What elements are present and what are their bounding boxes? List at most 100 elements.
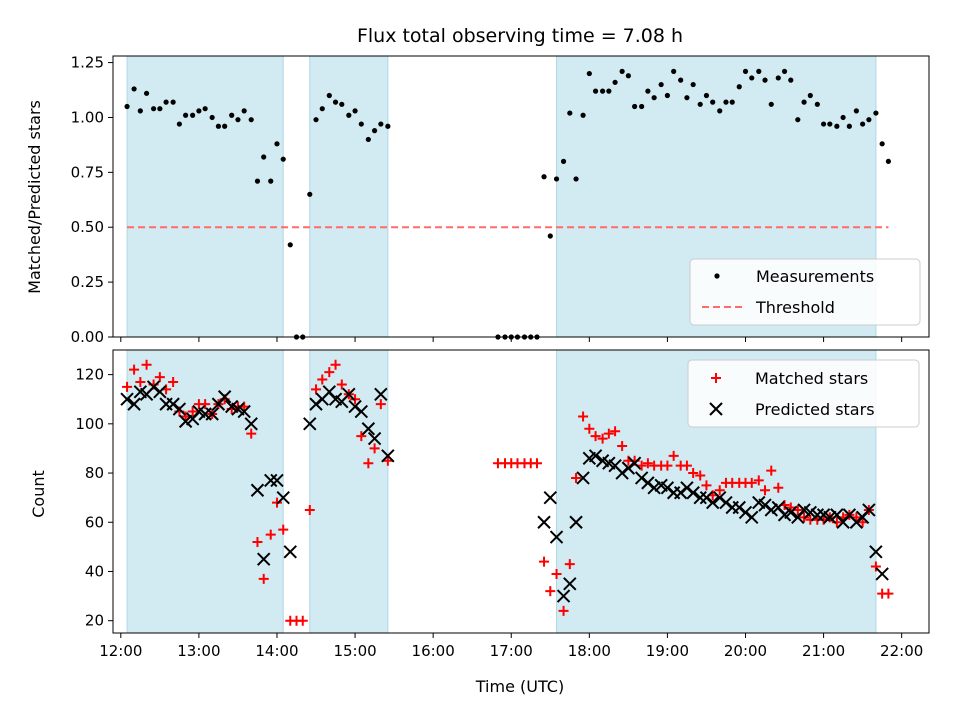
top-y-axis-label: Matched/Predicted stars [25, 100, 44, 294]
measurement-point [885, 158, 891, 164]
top-y-tick-label: 0.00 [71, 328, 104, 346]
matched-stars-point [701, 480, 712, 491]
measurement-point [723, 99, 729, 105]
top-y-tick-label: 1.00 [71, 108, 104, 126]
measurement-point [781, 68, 788, 74]
matched-stars-point [714, 485, 725, 496]
legend-predicted-label: Predicted stars [755, 400, 875, 419]
predicted-stars-point [264, 473, 278, 488]
top-y-tick-label: 1.25 [71, 54, 104, 72]
matched-stars-point [688, 468, 699, 479]
measurement-point [690, 81, 696, 88]
predicted-stars-point [875, 567, 889, 581]
x-tick-label: 22:00 [880, 642, 923, 660]
matched-stars-point [558, 605, 569, 616]
matched-stars-point [129, 364, 140, 375]
measurement-point [873, 110, 879, 116]
measurement-point [547, 233, 553, 239]
measurement-point [124, 103, 130, 110]
measurement-point [762, 77, 768, 83]
measurement-point [235, 117, 241, 123]
measurement-point [645, 88, 651, 94]
matched-stars-point [695, 470, 706, 481]
measurement-point [573, 176, 579, 182]
matched-stars-point [154, 372, 165, 383]
predicted-stars-point [244, 417, 258, 431]
matched-stars-point [766, 465, 777, 476]
x-tick-label: 18:00 [568, 642, 611, 660]
predicted-stars-point [764, 503, 778, 517]
top-y-tick-label: 0.50 [71, 218, 104, 236]
bottom-y-tick-label: 60 [85, 513, 104, 531]
bottom-y-tick-label: 20 [85, 612, 104, 630]
top-shaded-interval [126, 55, 284, 338]
measurement-point [866, 117, 872, 123]
measurement-point [209, 114, 215, 121]
matched-stars-point [642, 458, 653, 469]
legend-measurements-marker [714, 273, 720, 279]
measurement-point [261, 154, 267, 160]
bottom-y-axis-label: Count [29, 470, 48, 518]
matched-stars-point [200, 399, 211, 410]
measurement-point [814, 101, 820, 107]
top-y-tick-label: 0.25 [71, 273, 104, 291]
measurement-point [697, 101, 703, 107]
top-legend-box [689, 258, 921, 326]
measurement-point [280, 156, 286, 162]
measurement-point [600, 88, 606, 94]
measurement-point [131, 86, 137, 92]
measurement-point [807, 92, 813, 99]
measurement-point [339, 101, 345, 107]
matched-stars-point [883, 588, 894, 599]
matched-stars-point [363, 458, 374, 469]
predicted-stars-point [283, 545, 297, 559]
measurement-point [183, 112, 189, 118]
x-tick-label: 13:00 [177, 642, 220, 660]
matched-stars-point [681, 460, 692, 471]
measurement-point [860, 121, 866, 127]
measurement-point [729, 99, 735, 105]
x-tick-label: 14:00 [255, 642, 298, 660]
predicted-stars-point [237, 404, 251, 419]
predicted-stars-point [810, 508, 825, 522]
matched-stars-point [610, 426, 621, 437]
predicted-stars-point [869, 545, 883, 559]
matched-stars-point [317, 374, 328, 385]
matched-stars-point [369, 443, 380, 454]
predicted-stars-point [686, 486, 700, 500]
measurement-point [853, 108, 859, 114]
measurement-point [326, 92, 332, 99]
legend-measurements-label: Measurements [756, 267, 874, 286]
measurement-point [307, 191, 313, 197]
top-y-tick-label: 0.75 [71, 163, 104, 181]
top-legend: Measurements Threshold [689, 258, 921, 326]
predicted-stars-point [588, 449, 603, 463]
predicted-stars-point [862, 503, 876, 517]
measurement-point [254, 178, 261, 184]
matched-stars-point [551, 568, 562, 579]
matched-stars-point [760, 485, 771, 496]
predicted-stars-point [823, 510, 837, 525]
bottom-y-tick-label: 80 [85, 464, 104, 482]
predicted-stars-point [354, 404, 369, 419]
matched-stars-point [773, 482, 784, 493]
legend-threshold-label: Threshold [755, 298, 835, 317]
measurement-point [717, 108, 723, 114]
predicted-stars-point [803, 505, 818, 520]
measurement-point [820, 121, 827, 127]
measurement-point [592, 88, 599, 94]
predicted-stars-point [342, 387, 356, 402]
measurement-point [352, 108, 358, 114]
predicted-stars-point [627, 456, 642, 470]
matched-stars-point [304, 504, 315, 515]
predicted-stars-point [127, 397, 141, 411]
measurement-point [215, 123, 222, 129]
matched-stars-point [324, 367, 335, 378]
matched-stars-point [590, 431, 601, 442]
matched-stars-point [356, 431, 367, 442]
matched-stars-point [571, 472, 582, 483]
measurement-point [176, 121, 182, 127]
measurement-point [157, 106, 163, 112]
measurement-point [274, 141, 280, 147]
